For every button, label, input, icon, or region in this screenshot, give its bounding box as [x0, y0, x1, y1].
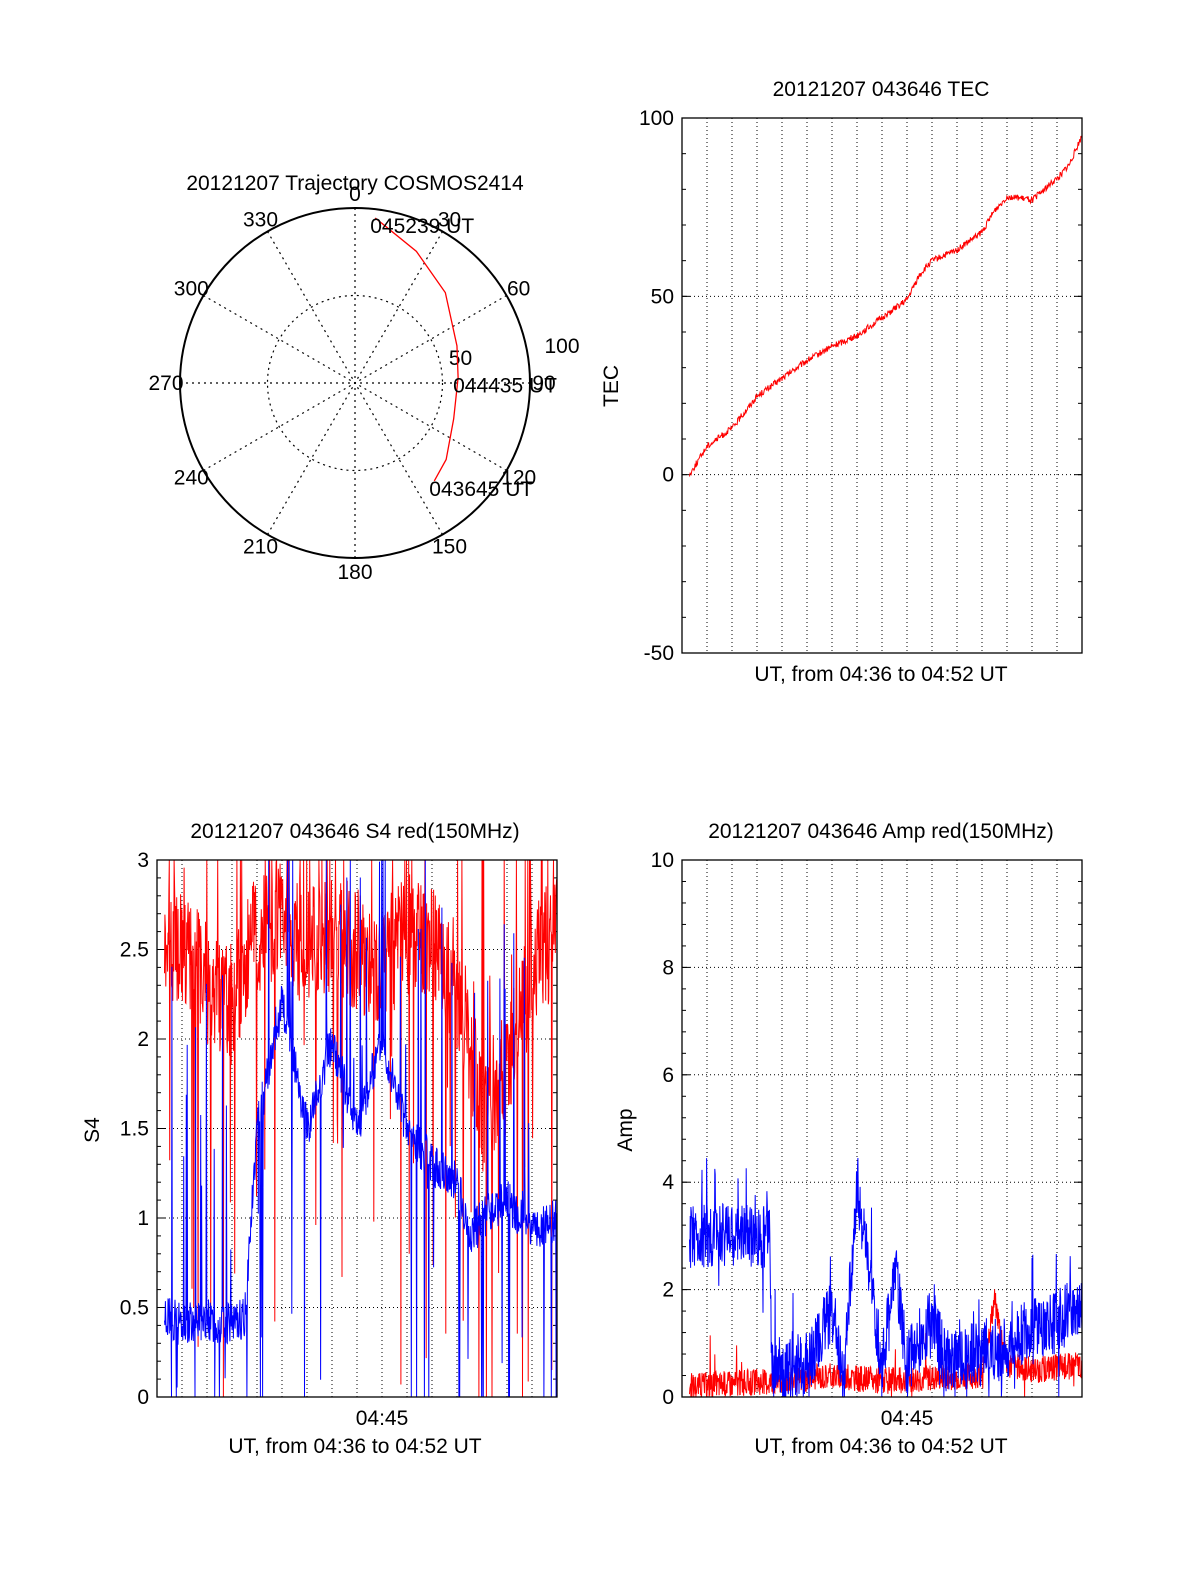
plot-frame [681, 117, 1083, 654]
amp-xlabel: UT, from 04:36 to 04:52 UT [754, 1435, 1007, 1458]
y-tick-label: 1.5 [120, 1118, 149, 1141]
amp-plot-area: 0 2 4 6 8 10 04:45 [651, 849, 1083, 1430]
polar-title: 20121207 Trajectory COSMOS2414 [186, 172, 524, 195]
polar-angle-label: 30 [438, 208, 461, 231]
polar-time-label: 044435 UT [453, 375, 557, 398]
y-tick-label: -50 [644, 642, 674, 665]
blue-series-line [689, 1157, 1083, 1398]
polar-radius-label: 50 [449, 347, 472, 370]
polar-angle-label: 210 [243, 536, 278, 559]
x-tick-label: 04:45 [356, 1407, 409, 1430]
blue-series-line [164, 859, 558, 1398]
polar-grid [179, 207, 531, 559]
polar-spoke [266, 231, 444, 535]
amp-plot: 20121207 043646 Amp red(150MHz) UT, from… [614, 820, 1083, 1458]
y-tick-label: 2.5 [120, 939, 149, 962]
y-tick-label: 100 [639, 107, 674, 130]
polar-time-label: 043645 UT [429, 478, 533, 501]
polar-angle-label: 330 [243, 208, 278, 231]
tec-xlabel: UT, from 04:36 to 04:52 UT [754, 663, 1007, 686]
y-tick-label: 8 [662, 956, 674, 979]
y-tick-label: 2 [662, 1279, 674, 1302]
s4-ylabel: S4 [81, 1117, 104, 1143]
polar-inner-circle [266, 294, 444, 472]
polar-angle-label: 300 [174, 278, 209, 301]
tec-ylabel: TEC [600, 365, 623, 407]
polar-angle-label: 60 [507, 278, 530, 301]
plot-frame [681, 859, 1083, 1398]
polar-angle-label: 180 [337, 561, 372, 584]
polar-trajectory-plot: 20121207 Trajectory COSMOS2414 0 30 60 90 12… [148, 172, 579, 584]
tec-title: 20121207 043646 TEC [773, 78, 990, 101]
y-tick-label: 0 [662, 464, 674, 487]
red-series-line [689, 135, 1083, 477]
polar-angle-label: 120 [501, 467, 536, 490]
y-tick-label: 2 [137, 1028, 149, 1051]
polar-angle-label: 270 [148, 372, 183, 395]
amp-title: 20121207 043646 Amp red(150MHz) [708, 820, 1054, 843]
polar-trajectory: 045239 UT 044435 UT 043645 UT [370, 215, 557, 501]
s4-plot: 20121207 043646 S4 red(150MHz) UT, from … [81, 820, 558, 1458]
polar-angle-label: 150 [432, 536, 467, 559]
x-tick-label: 04:45 [881, 1407, 934, 1430]
y-tick-label: 0 [137, 1386, 149, 1409]
y-tick-label: 6 [662, 1064, 674, 1087]
plot-frame [156, 859, 558, 1398]
y-tick-label: 10 [651, 849, 674, 872]
s4-plot-area: 0 0.5 1 1.5 2 2.5 3 04:45 [120, 849, 558, 1430]
tec-plot: 20121207 043646 TEC UT, from 04:36 to 04… [600, 78, 1083, 686]
y-tick-label: 0.5 [120, 1297, 149, 1320]
y-tick-label: 0 [662, 1386, 674, 1409]
polar-angle-label: 90 [532, 372, 555, 395]
polar-angle-label: 0 [349, 183, 361, 206]
polar-trajectory-line [374, 217, 459, 482]
polar-radius-labels: 50 100 [449, 335, 580, 370]
polar-radius-label: 100 [544, 335, 579, 358]
polar-time-label: 045239 UT [370, 215, 474, 238]
polar-angle-labels: 0 30 60 90 120 150 180 210 240 270 300 330 [148, 183, 555, 584]
s4-title: 20121207 043646 S4 red(150MHz) [190, 820, 519, 843]
polar-angle-label: 240 [174, 467, 209, 490]
amp-ylabel: Amp [614, 1108, 637, 1151]
y-tick-label: 3 [137, 849, 149, 872]
y-tick-label: 50 [651, 285, 674, 308]
y-tick-label: 1 [137, 1207, 149, 1230]
tec-plot-area: -50 0 50 100 [639, 107, 1083, 665]
s4-xlabel: UT, from 04:36 to 04:52 UT [228, 1435, 481, 1458]
y-tick-label: 4 [662, 1171, 674, 1194]
